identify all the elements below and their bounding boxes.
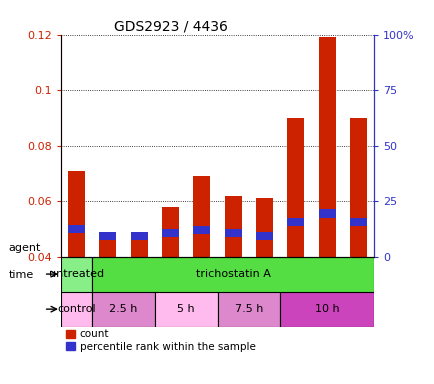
Text: agent: agent bbox=[9, 243, 41, 253]
Bar bbox=[61, 291, 92, 327]
Text: 5 h: 5 h bbox=[177, 304, 194, 314]
Bar bbox=[349, 218, 366, 226]
Bar bbox=[92, 291, 155, 327]
Bar bbox=[318, 209, 335, 218]
Text: untreated: untreated bbox=[49, 269, 104, 279]
Text: 7.5 h: 7.5 h bbox=[234, 304, 263, 314]
Text: control: control bbox=[57, 304, 95, 314]
Bar bbox=[224, 229, 241, 237]
Bar bbox=[217, 291, 279, 327]
Bar bbox=[286, 118, 304, 257]
Text: 2.5 h: 2.5 h bbox=[109, 304, 138, 314]
Bar bbox=[224, 195, 241, 257]
Bar bbox=[318, 37, 335, 257]
Bar bbox=[161, 229, 179, 237]
Legend: count, percentile rank within the sample: count, percentile rank within the sample bbox=[66, 329, 255, 352]
Bar bbox=[130, 232, 148, 257]
Bar bbox=[99, 232, 116, 257]
Bar bbox=[286, 218, 304, 226]
Bar bbox=[99, 232, 116, 240]
Bar bbox=[61, 257, 92, 291]
Bar bbox=[193, 226, 210, 234]
Bar bbox=[161, 207, 179, 257]
Text: 10 h: 10 h bbox=[314, 304, 339, 314]
Bar bbox=[255, 232, 273, 240]
Bar bbox=[255, 198, 273, 257]
Title: GDS2923 / 4436: GDS2923 / 4436 bbox=[113, 20, 227, 33]
Bar bbox=[193, 176, 210, 257]
Bar bbox=[130, 232, 148, 240]
Text: time: time bbox=[9, 270, 34, 280]
Bar bbox=[155, 291, 217, 327]
Bar bbox=[279, 291, 373, 327]
Bar bbox=[349, 118, 366, 257]
Text: trichostatin A: trichostatin A bbox=[195, 269, 270, 279]
Bar bbox=[68, 170, 85, 257]
Bar bbox=[68, 225, 85, 233]
